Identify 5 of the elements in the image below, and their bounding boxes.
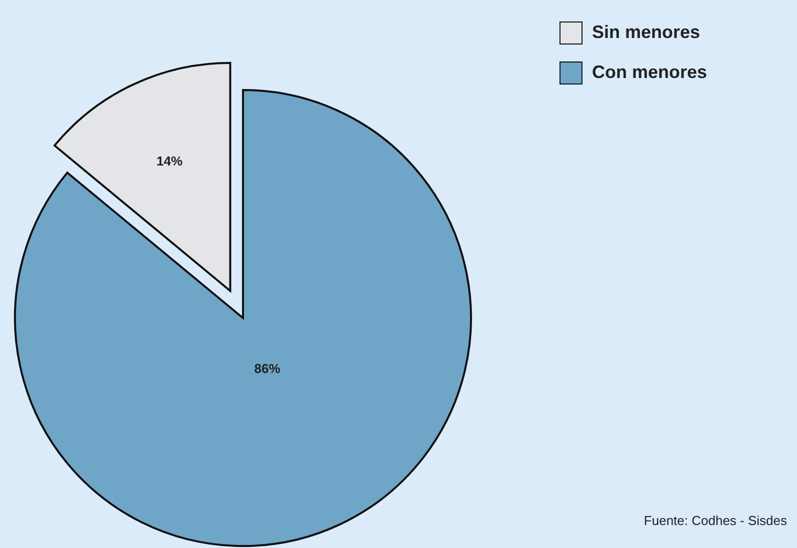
data-label: 14% (156, 153, 183, 168)
source-note: Fuente: Codhes - Sisdes (644, 513, 788, 528)
legend-label: Sin menores (592, 22, 700, 42)
data-label: 86% (254, 361, 281, 376)
legend-label: Con menores (592, 62, 708, 82)
